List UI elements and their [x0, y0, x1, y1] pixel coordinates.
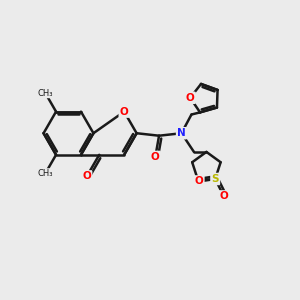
Text: O: O — [151, 152, 160, 162]
Text: O: O — [186, 93, 195, 103]
Text: O: O — [82, 171, 91, 182]
Text: CH₃: CH₃ — [38, 89, 53, 98]
Text: O: O — [120, 106, 128, 117]
Text: CH₃: CH₃ — [38, 169, 53, 178]
Text: O: O — [220, 191, 228, 201]
Text: N: N — [177, 128, 186, 138]
Text: O: O — [195, 176, 203, 187]
Text: S: S — [212, 174, 219, 184]
